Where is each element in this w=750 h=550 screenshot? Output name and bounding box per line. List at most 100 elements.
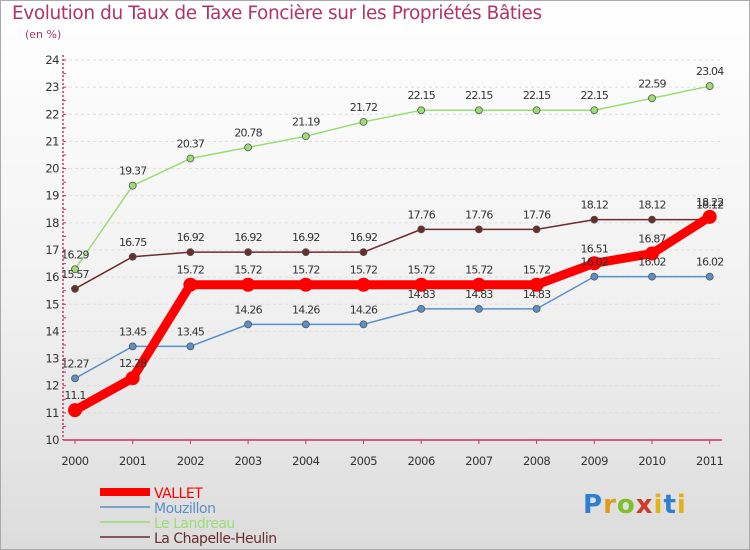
data-point [529,277,544,292]
data-label: 18.12 [696,199,724,212]
series-line [74,85,710,270]
y-tick-label: 13 [45,352,59,366]
x-tick-label: 2002 [177,454,204,468]
data-label: 14.26 [292,303,320,316]
data-label: 21.19 [292,115,320,128]
data-label: 15.72 [350,264,378,277]
data-point [474,225,483,234]
series-line [74,218,710,290]
data-point [128,342,137,351]
y-tick-label: 10 [45,433,59,447]
x-tick-label: 2008 [523,454,550,468]
data-label: 13.45 [177,325,205,338]
data-label: 17.76 [523,208,551,221]
data-label: 11.1 [64,389,85,402]
data-label: 19.37 [119,165,147,178]
data-point [241,277,256,292]
data-label: 16.02 [581,256,609,269]
unit-label: (en %) [25,28,62,41]
data-point [359,248,368,257]
data-point [183,277,198,292]
legend-label: Le Landreau [154,516,235,532]
data-point [590,106,599,115]
chart-title: Evolution du Taux de Taxe Foncière sur l… [12,3,542,24]
x-tick-label: 2009 [581,454,608,468]
data-label: 15.72 [177,264,205,277]
proxiti-logo: Proxiti [583,490,687,520]
y-tick-label: 23 [45,80,59,94]
data-label: 22.15 [581,89,609,102]
data-point [648,215,656,224]
data-label: 18.12 [638,199,666,212]
y-tick-label: 15 [45,297,59,311]
data-label: 16.51 [581,242,609,255]
legend-label: VALLET [154,486,203,502]
data-label: 18.22 [696,196,724,209]
data-point [301,248,310,257]
axes: 10 11 12 13 14 15 16 17 18 19 20 21 22 23 24 2000 2001 20… [45,53,724,468]
data-label: 14.26 [234,303,262,316]
data-label: 14.83 [523,288,551,301]
data-point [301,132,310,141]
data-label: 17.76 [465,208,493,221]
data-label: 12.28 [119,357,147,370]
data-label: 16.75 [119,236,147,249]
data-label: 15.57 [61,268,89,281]
y-tick-label: 20 [45,162,59,176]
y-tick-label: 18 [45,216,59,230]
y-tick-label: 22 [45,107,59,121]
grid-lines [63,59,722,441]
data-label: 16.92 [177,231,205,244]
data-label: 22.15 [407,89,435,102]
data-label: 21.72 [350,101,378,114]
x-tick-label: 2000 [61,454,88,468]
data-point [645,246,659,261]
data-point [186,248,195,257]
data-point [648,272,656,281]
y-tick-label: 24 [45,53,59,67]
data-label: 12.27 [61,357,89,370]
data-label: 22.59 [638,77,666,90]
data-label: 13.45 [119,325,147,338]
data-point [532,106,541,115]
data-point [532,304,541,313]
x-tick-label: 2007 [465,454,492,468]
x-tick-label: 2010 [638,454,665,468]
y-tick-label: 19 [45,189,59,203]
data-label: 15.72 [292,264,320,277]
data-label: 14.26 [350,303,378,316]
data-label: 16.92 [350,231,378,244]
y-tick-label: 11 [45,406,59,420]
data-point [474,106,483,115]
legend-label: La Chapelle-Heulin [154,531,277,547]
data-point [705,82,714,90]
data-label: 16.87 [638,233,666,246]
data-point [244,248,253,257]
series-line [74,275,710,380]
data-point [356,277,371,292]
data-point [186,154,195,163]
data-point [417,225,426,234]
legend-label: Mouzillon [154,501,215,517]
data-point [71,265,79,274]
series-line [72,213,713,415]
data-point [128,181,137,190]
data-point [590,272,599,281]
data-label: 15.72 [523,264,551,277]
data-point [298,277,313,292]
data-labels: 11.1 12.28 15.72 15.72 15.72 15.72 15.72 15.72 1… [61,65,725,402]
y-tick-label: 17 [45,243,59,257]
data-label: 14.83 [407,288,435,301]
y-tick-label: 21 [45,134,59,148]
data-label: 22.15 [523,89,551,102]
data-point [68,403,82,418]
data-point [648,94,656,103]
data-point [587,256,602,271]
x-tick-label: 2004 [292,454,319,468]
data-point [702,209,717,224]
x-tick-label: 2006 [408,454,435,468]
x-tick-label: 2001 [119,454,146,468]
data-point [359,117,368,126]
